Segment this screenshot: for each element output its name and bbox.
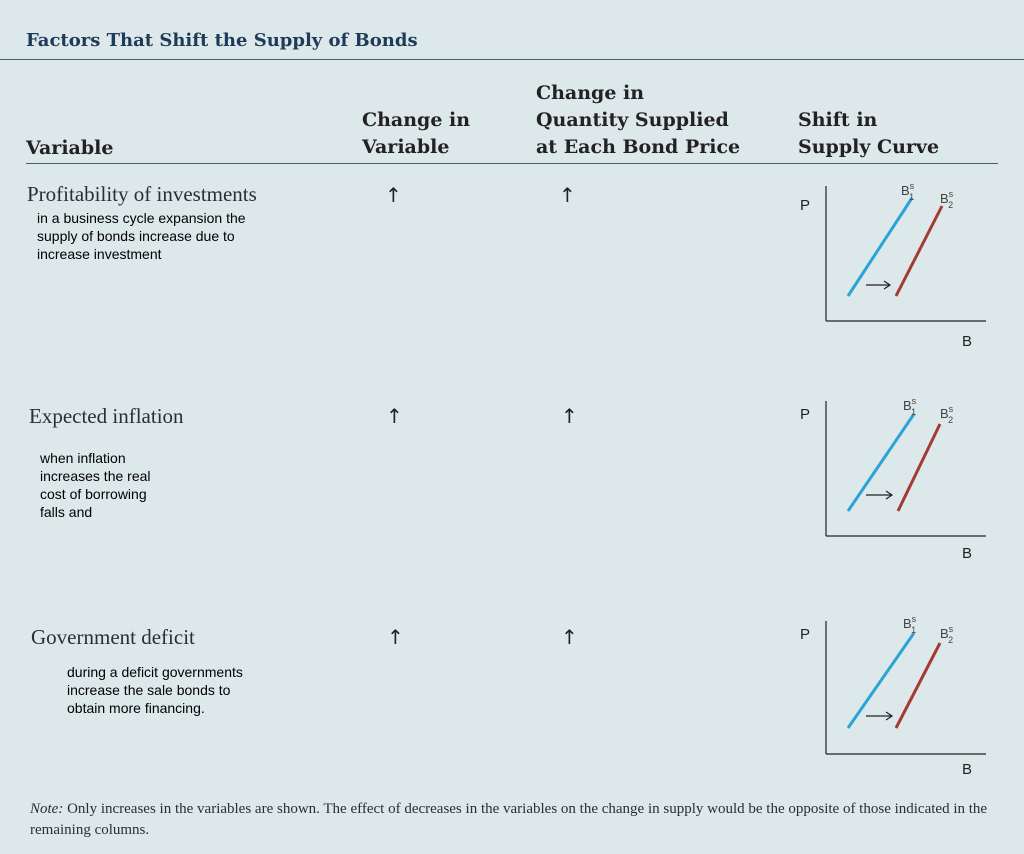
header-qty-line1: Change in: [536, 82, 645, 104]
note-line: increases the real: [40, 468, 151, 484]
p-axis-label: P: [800, 626, 810, 643]
note-line: in a business cycle expansion the: [37, 210, 246, 226]
row-government-deficit-note: during a deficit governments increase th…: [67, 663, 243, 717]
header-qty-line3: at Each Bond Price: [536, 136, 741, 158]
supply-curve-1: [846, 197, 914, 297]
supply-shift-graph: P B Bs 1 Bs 2: [800, 616, 986, 778]
note-line: when inflation: [40, 450, 126, 466]
up-arrow-icon: ↑: [386, 404, 403, 428]
row-expected-inflation-variable: Expected inflation: [29, 404, 184, 428]
supply-shift-graph: P B Bs 1 Bs 2: [800, 181, 986, 350]
header-change-in-quantity: Change in Quantity Supplied at Each Bond…: [536, 80, 740, 161]
p-axis-label: P: [800, 197, 810, 214]
p-axis-label: P: [800, 406, 810, 423]
row-expected-inflation-note: when inflation increases the real cost o…: [40, 449, 151, 521]
row-government-deficit-variable: Government deficit: [31, 625, 195, 649]
title-rule: [0, 59, 1024, 60]
shift-arrowhead-icon: [883, 280, 892, 290]
supply-curve-1: [846, 413, 916, 512]
header-qty-line2: Quantity Supplied: [536, 109, 729, 131]
shift-arrowhead-icon: [885, 711, 894, 721]
row-profitability-variable: Profitability of investments: [27, 182, 257, 206]
header-variable: Variable: [26, 137, 114, 159]
table-footnote: Note: Only increases in the variables ar…: [30, 799, 1000, 841]
footnote-label: Note:: [30, 801, 64, 817]
b-axis-label: B: [962, 761, 972, 778]
note-line: increase investment: [37, 246, 162, 262]
header-change-line2: Variable: [362, 136, 450, 158]
shift-arrowhead-icon: [885, 490, 894, 500]
b-axis-label: B: [962, 333, 972, 350]
supply-curve-2: [894, 205, 944, 297]
note-line: increase the sale bonds to: [67, 682, 231, 698]
up-arrow-icon: ↑: [559, 183, 576, 207]
header-change-line1: Change in: [362, 109, 471, 131]
header-change-in-variable: Change in Variable: [362, 107, 470, 161]
up-arrow-icon: ↑: [387, 625, 404, 649]
up-arrow-icon: ↑: [561, 404, 578, 428]
note-line: cost of borrowing: [40, 486, 147, 502]
note-line: supply of bonds increase due to: [37, 228, 235, 244]
supply-shift-graph: P B Bs 1 Bs 2: [800, 396, 986, 562]
note-line: during a deficit governments: [67, 664, 243, 680]
curve-2-label: Bs 2: [940, 624, 954, 645]
supply-curve-2: [896, 423, 942, 512]
header-shift-in-supply: Shift in Supply Curve: [798, 107, 939, 161]
table-title: Factors That Shift the Supply of Bonds: [26, 30, 418, 51]
curve-1-label: Bs 1: [903, 396, 917, 417]
header-rule: [26, 163, 998, 164]
curve-2-label: Bs 2: [940, 189, 954, 210]
curve-1-label: Bs 1: [903, 616, 917, 635]
header-shift-line1: Shift in: [798, 109, 878, 131]
up-arrow-icon: ↑: [561, 625, 578, 649]
curve-2-label: Bs 2: [940, 404, 954, 425]
supply-curve-1: [846, 632, 916, 729]
header-shift-line2: Supply Curve: [798, 136, 940, 158]
row-profitability-note: in a business cycle expansion the supply…: [37, 209, 246, 263]
b-axis-label: B: [962, 545, 972, 562]
note-line: falls and: [40, 504, 93, 520]
footnote-text: Only increases in the variables are show…: [30, 801, 988, 838]
supply-curve-2: [894, 642, 942, 729]
note-line: obtain more financing.: [67, 700, 205, 716]
curve-1-label: Bs 1: [901, 181, 915, 202]
up-arrow-icon: ↑: [385, 183, 402, 207]
